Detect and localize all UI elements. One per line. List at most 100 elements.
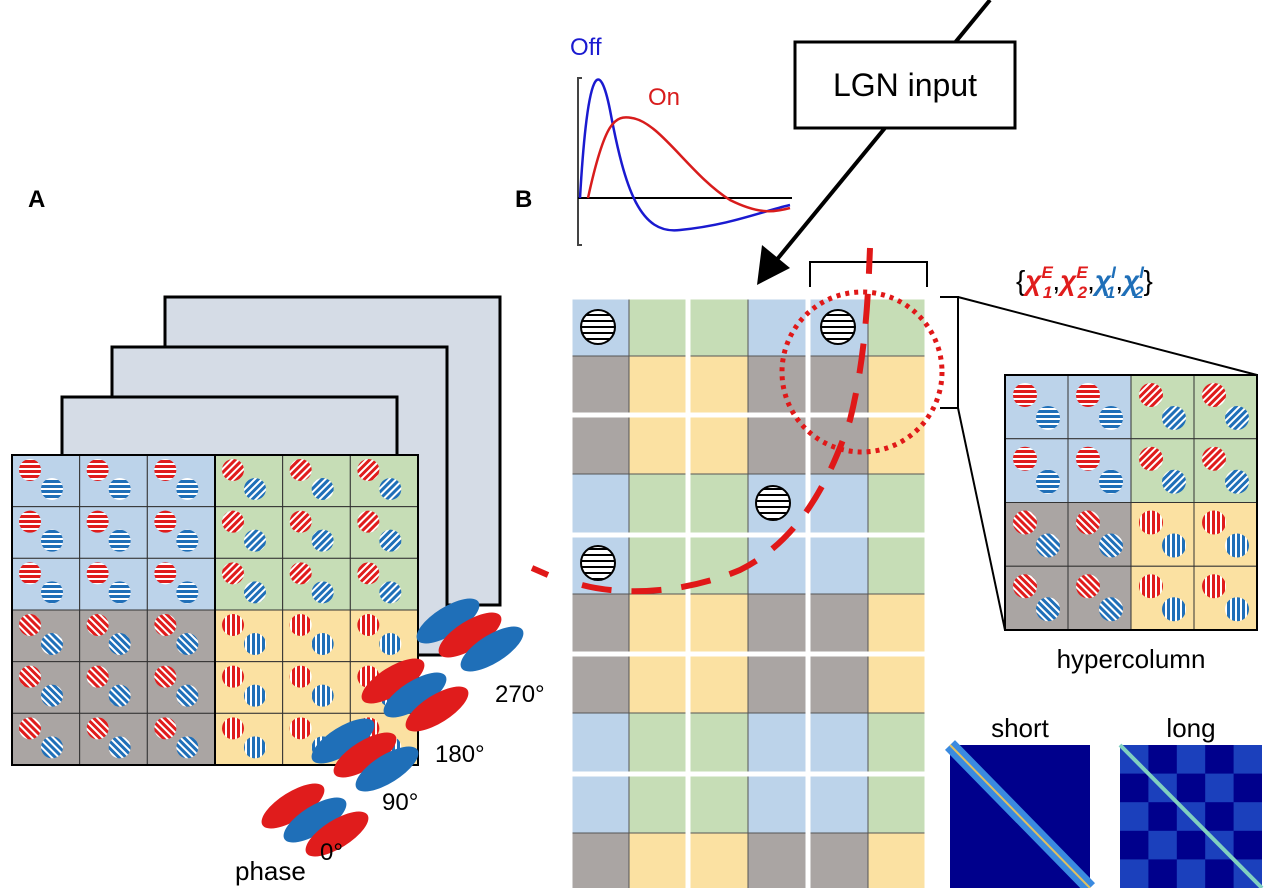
phase-value: 270°	[495, 681, 545, 708]
excitatory-unit	[1076, 383, 1100, 407]
cell	[1005, 439, 1068, 503]
cell	[629, 297, 688, 356]
inhibitory-unit	[379, 633, 401, 655]
cell	[1131, 375, 1194, 439]
cell	[868, 356, 927, 415]
cell	[808, 774, 868, 833]
cell	[1131, 503, 1194, 567]
excitatory-unit	[87, 614, 109, 636]
excitatory-unit	[357, 562, 379, 584]
inhibitory-unit	[312, 581, 334, 603]
inhibitory-unit	[1225, 597, 1249, 621]
panel-label: A	[28, 186, 45, 213]
phase-value: 90°	[382, 789, 418, 816]
cell	[748, 774, 808, 833]
cell	[868, 297, 927, 356]
formula-part: ,	[1087, 265, 1095, 296]
short-matrix	[950, 745, 1090, 888]
block	[1120, 859, 1148, 888]
cell	[808, 474, 868, 535]
excitatory-unit	[1139, 383, 1163, 407]
inhibitory-unit	[312, 478, 334, 500]
panel-label: B	[515, 186, 532, 213]
cell	[808, 535, 868, 594]
cell	[570, 594, 629, 654]
excitatory-unit	[154, 511, 176, 533]
excitatory-unit	[222, 717, 244, 739]
inhibitory-unit	[244, 478, 266, 500]
cell	[629, 535, 688, 594]
zoom-line	[958, 297, 1257, 375]
inhibitory-unit	[244, 685, 266, 707]
excitatory-unit	[1076, 574, 1100, 598]
excitatory-unit	[19, 666, 41, 688]
matrix-label: short	[991, 713, 1050, 743]
on-label: On	[648, 84, 680, 111]
excitatory-unit	[290, 511, 312, 533]
inhibitory-unit	[109, 581, 131, 603]
long-matrix	[1120, 745, 1262, 888]
off-curve	[580, 79, 790, 230]
inhibitory-unit	[379, 581, 401, 603]
cell	[748, 594, 808, 654]
matrix-label: long	[1166, 713, 1215, 743]
block	[1120, 802, 1148, 831]
inhibitory-unit	[109, 685, 131, 707]
inhibitory-unit	[379, 530, 401, 552]
cell	[629, 474, 688, 535]
excitatory-unit	[1139, 511, 1163, 535]
cell	[1194, 375, 1257, 439]
formula-part: 2	[1133, 283, 1144, 302]
excitatory-unit	[222, 666, 244, 688]
inhibitory-unit	[1225, 534, 1249, 558]
inhibitory-unit	[244, 633, 266, 655]
inhibitory-unit	[109, 478, 131, 500]
formula-part: χ	[1022, 265, 1042, 296]
parameter-set: {χE1,χE2,χI1,χI2}	[1016, 263, 1153, 302]
cell	[868, 415, 927, 474]
excitatory-unit	[222, 562, 244, 584]
inhibitory-unit	[41, 736, 63, 758]
inhibitory-unit	[1099, 470, 1123, 494]
cell	[808, 594, 868, 654]
input-label: LGN input	[833, 67, 977, 103]
cell	[1068, 439, 1131, 503]
formula-part: {	[1016, 265, 1025, 296]
cell	[1194, 503, 1257, 567]
phase-label: phase	[235, 856, 306, 886]
inhibitory-unit	[109, 736, 131, 758]
inhibitory-unit	[1036, 597, 1060, 621]
excitatory-unit	[290, 717, 312, 739]
excitatory-unit	[154, 666, 176, 688]
cell	[688, 654, 748, 713]
excitatory-unit	[1139, 574, 1163, 598]
excitatory-unit	[1202, 447, 1226, 471]
cell	[868, 654, 927, 713]
cell	[808, 713, 868, 774]
cell	[1194, 566, 1257, 630]
excitatory-unit	[222, 614, 244, 636]
excitatory-unit	[1013, 447, 1037, 471]
inhibitory-unit	[176, 478, 198, 500]
cell	[629, 594, 688, 654]
cell	[629, 356, 688, 415]
zoom-line	[958, 408, 1005, 630]
inhibitory-unit	[41, 685, 63, 707]
cell	[868, 774, 927, 833]
orientation-map	[12, 455, 418, 765]
block	[1205, 774, 1233, 803]
cell	[688, 833, 748, 888]
formula-part: }	[1143, 265, 1152, 296]
cell	[688, 356, 748, 415]
off-label: Off	[570, 34, 602, 61]
excitatory-unit	[1202, 574, 1226, 598]
block	[1234, 802, 1262, 831]
block	[1177, 859, 1205, 888]
inhibitory-unit	[109, 530, 131, 552]
inhibitory-unit	[1099, 406, 1123, 430]
cell	[808, 833, 868, 888]
excitatory-unit	[1076, 447, 1100, 471]
inhibitory-unit	[176, 736, 198, 758]
cell	[570, 713, 629, 774]
excitatory-unit	[1202, 383, 1226, 407]
